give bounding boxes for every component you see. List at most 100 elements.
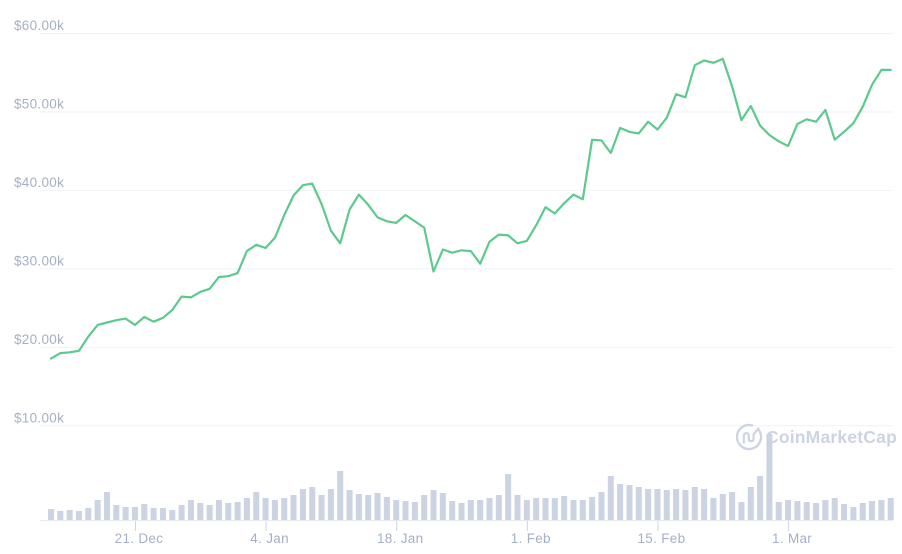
volume-bar (514, 495, 521, 520)
volume-bar (113, 505, 120, 520)
volume-bar (841, 504, 848, 520)
volume-bar (645, 489, 652, 520)
volume-bar (131, 507, 138, 520)
volume-bar (187, 500, 194, 520)
volume-bar (66, 510, 73, 520)
volume-bar (262, 498, 269, 520)
volume-bar (813, 503, 820, 520)
volume-bar (150, 508, 157, 520)
volume-bar (206, 505, 213, 520)
volume-bar (598, 492, 605, 520)
y-axis-label: $10.00k (14, 410, 64, 425)
volume-bar (355, 494, 362, 520)
volume-bar (383, 497, 390, 520)
volume-bar (253, 492, 260, 520)
volume-bar (626, 485, 633, 520)
volume-bar (775, 502, 782, 520)
volume-bar (570, 500, 577, 520)
volume-bar (617, 484, 624, 520)
volume-bar (859, 503, 866, 520)
volume-bar (682, 490, 689, 520)
volume-bar (579, 500, 586, 520)
volume-bar (458, 503, 465, 520)
volume-bars (48, 434, 894, 520)
x-axis-label: 4. Jan (250, 531, 289, 546)
volume-bar (299, 489, 306, 520)
volume-bar (48, 509, 54, 520)
volume-bar (57, 511, 64, 520)
volume-bar (495, 495, 502, 520)
coinmarketcap-logo-m-icon (742, 427, 760, 444)
volume-bar (803, 502, 810, 520)
gridlines (40, 33, 893, 427)
volume-bar (439, 493, 446, 520)
volume-bar (878, 500, 885, 520)
volume-bar (747, 487, 754, 520)
volume-bar (477, 500, 484, 520)
x-axis-label: 21. Dec (115, 531, 164, 546)
y-axis-label: $50.00k (14, 96, 64, 111)
volume-bar (141, 504, 148, 520)
volume-bar (701, 489, 708, 520)
volume-bar (486, 498, 493, 520)
volume-bar (327, 489, 334, 520)
volume-bar (542, 498, 549, 520)
volume-bar (785, 500, 792, 520)
volume-bar (551, 498, 558, 520)
y-axis-label: $60.00k (14, 18, 64, 33)
volume-bar (654, 489, 661, 520)
volume-bar (710, 498, 717, 520)
volume-bar (533, 498, 540, 520)
volume-bar (831, 498, 838, 520)
volume-bar (169, 510, 176, 520)
volume-bar (850, 507, 857, 520)
price-line[interactable] (49, 57, 892, 360)
volume-bar (663, 490, 670, 520)
volume-bar (822, 500, 829, 520)
volume-bar (757, 476, 764, 520)
volume-bar (103, 492, 110, 520)
volume-bar (635, 487, 642, 520)
volume-bar (607, 476, 614, 520)
volume-bar (729, 492, 736, 520)
volume-bar (393, 500, 400, 520)
volume-bar (794, 501, 801, 520)
volume-bar (719, 494, 726, 520)
volume-bar (505, 474, 512, 520)
x-axis-label: 1. Mar (772, 531, 812, 546)
volume-bar (215, 500, 222, 520)
x-axis-label: 15. Feb (638, 531, 686, 546)
volume-bar (346, 490, 353, 520)
watermark-label: CoinMarketCap (766, 427, 897, 447)
volume-bar (290, 495, 297, 520)
volume-bar (234, 502, 241, 520)
volume-bar (374, 493, 381, 520)
volume-bar (421, 495, 428, 520)
volume-bar (766, 434, 773, 520)
volume-bar (887, 498, 894, 520)
coinmarketcap-watermark[interactable]: CoinMarketCap (735, 423, 897, 451)
volume-bar (318, 495, 325, 520)
x-axis-ticks: 21. Dec 4. Jan 18. Jan 1. Feb 15. Feb 1. Mar (115, 521, 812, 546)
volume-bar (337, 471, 344, 520)
volume-bar (243, 498, 250, 520)
volume-bar (430, 490, 437, 520)
volume-bar (673, 489, 680, 520)
volume-bar (869, 501, 876, 520)
y-axis-label: $20.00k (14, 332, 64, 347)
coinmarketcap-logo-ring-icon (735, 423, 763, 451)
volume-bar (561, 496, 568, 520)
volume-bar (85, 508, 92, 520)
volume-bar (449, 501, 456, 520)
volume-bar (159, 508, 166, 520)
volume-bar (309, 487, 316, 520)
volume-bar (225, 503, 232, 520)
volume-bar (281, 498, 288, 520)
volume-bar (365, 495, 372, 520)
y-axis-labels: $10.00k $20.00k $30.00k $40.00k $50.00k $60.0… (14, 18, 64, 425)
volume-bar (197, 503, 204, 520)
y-axis-label: $30.00k (14, 253, 64, 268)
volume-bar (178, 505, 185, 520)
